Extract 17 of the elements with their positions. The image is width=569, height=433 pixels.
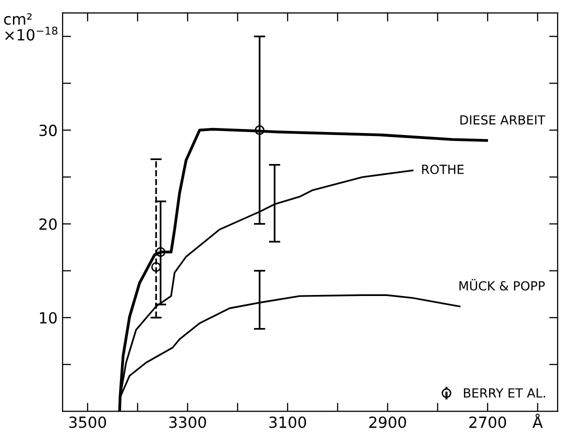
legend-label: BERRY ET AL. xyxy=(464,388,546,398)
x-tick-label: 2900 xyxy=(369,416,406,428)
point xyxy=(151,262,161,272)
series-label: MÜCK & POPP xyxy=(459,278,545,291)
point xyxy=(156,247,166,257)
series-label: DIESE ARBEIT xyxy=(460,115,546,125)
x-tick-label: 3300 xyxy=(169,416,206,428)
x-tick-label: 3100 xyxy=(269,416,306,428)
series-label: ROTHE xyxy=(422,164,464,174)
y-tick-label: 30 xyxy=(39,124,57,136)
y-axis-title: cm² ×10$^{−18}$ xyxy=(4,13,58,41)
point xyxy=(254,125,264,136)
x-tick-label: Å xyxy=(532,414,543,428)
y-tick-label: 20 xyxy=(39,218,57,230)
x-tick-label: 3500 xyxy=(69,416,106,428)
x-tick-label: 2700 xyxy=(469,416,506,428)
y-tick-label: 10 xyxy=(40,312,57,324)
